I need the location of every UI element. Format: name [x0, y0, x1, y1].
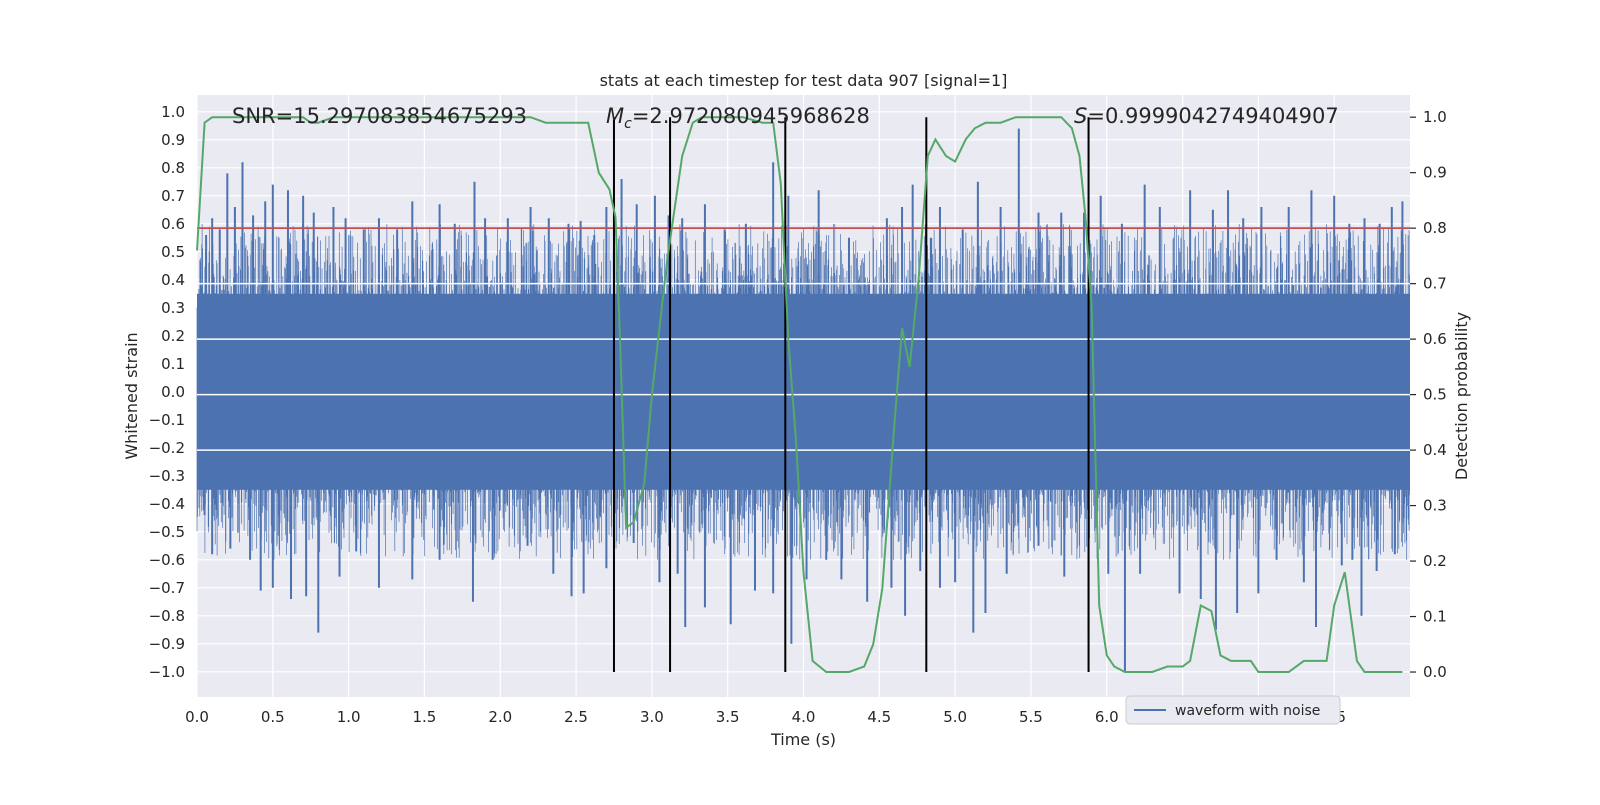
mc-value: =2.972080945968628	[632, 104, 870, 128]
s-symbol: S	[1074, 104, 1087, 128]
mc-subscript: c	[624, 116, 632, 132]
x-tick-label: 2.0	[488, 708, 512, 726]
y-tick-label: −0.2	[149, 439, 185, 457]
legend-label-waveform: waveform with noise	[1175, 703, 1320, 719]
legend-box	[1125, 695, 1341, 725]
s-value: =0.9999042749404907	[1087, 104, 1338, 128]
y2-tick-label: 0.9	[1423, 164, 1447, 182]
chirp-mass-annotation: Mc=2.972080945968628	[606, 104, 870, 132]
y-tick-label: 1.0	[161, 103, 185, 121]
x-tick-label: 5.0	[943, 708, 967, 726]
y-tick-label: −0.9	[149, 635, 185, 653]
chart-title: stats at each timestep for test data 907…	[600, 71, 1008, 90]
y2-tick-label: 0.7	[1423, 275, 1447, 293]
y2-tick-label: 0.4	[1423, 441, 1447, 459]
y-tick-label: 0.0	[161, 383, 185, 401]
legend: waveform with noise	[1125, 695, 1341, 725]
waveform-series	[196, 128, 1410, 672]
x-tick-label: 1.5	[413, 708, 437, 726]
y-tick-label: 0.1	[161, 355, 185, 373]
y-tick-label: −1.0	[149, 663, 185, 681]
y-tick-label: −0.5	[149, 523, 185, 541]
x-tick-label: 3.5	[716, 708, 740, 726]
y-tick-label: 0.6	[161, 215, 185, 233]
x-tick-label: 0.0	[185, 708, 209, 726]
y-tick-label: −0.3	[149, 467, 185, 485]
x-axis-label: Time (s)	[770, 730, 836, 749]
detection-statistic-annotation: S=0.9999042749404907	[1074, 104, 1339, 128]
y2-tick-label: 0.3	[1423, 497, 1447, 515]
y-tick-label: 0.8	[161, 159, 185, 177]
x-tick-label: 6.0	[1095, 708, 1119, 726]
probability-line	[196, 116, 1403, 673]
y-tick-label: −0.8	[149, 607, 185, 625]
y-tick-label: 0.4	[161, 271, 185, 289]
y-tick-label: 0.3	[161, 299, 185, 317]
x-tick-label: 4.5	[867, 708, 891, 726]
y2-tick-label: 1.0	[1423, 108, 1447, 126]
mc-symbol: M	[606, 104, 624, 128]
y-tick-label: 0.5	[161, 243, 185, 261]
y-tick-label: 0.2	[161, 327, 185, 345]
x-tick-label: 0.5	[261, 708, 285, 726]
y-tick-label: −0.1	[149, 411, 185, 429]
x-tick-label: 5.5	[1019, 708, 1043, 726]
y2-tick-label: 0.1	[1423, 608, 1447, 626]
y-tick-label: 0.9	[161, 131, 185, 149]
y-tick-label: −0.7	[149, 579, 185, 597]
y2-tick-label: 0.2	[1423, 552, 1447, 570]
y-tick-label: 0.7	[161, 187, 185, 205]
y2-tick-label: 0.8	[1423, 219, 1447, 237]
probability-series	[196, 116, 1403, 673]
y2-axis-label: Detection probability	[1452, 312, 1471, 480]
x-tick-label: 3.0	[640, 708, 664, 726]
x-tick-label: 1.0	[337, 708, 361, 726]
y2-tick-label: 0.5	[1423, 386, 1447, 404]
y-tick-label: −0.4	[149, 495, 185, 513]
y2-tick-label: 0.0	[1423, 663, 1447, 681]
snr-annotation: SNR=15.297083854675293	[232, 104, 527, 128]
x-tick-label: 2.5	[564, 708, 588, 726]
y2-tick-label: 0.6	[1423, 330, 1447, 348]
y-tick-label: −0.6	[149, 551, 185, 569]
x-tick-label: 4.0	[792, 708, 816, 726]
y-axis-label: Whitened strain	[122, 332, 141, 459]
